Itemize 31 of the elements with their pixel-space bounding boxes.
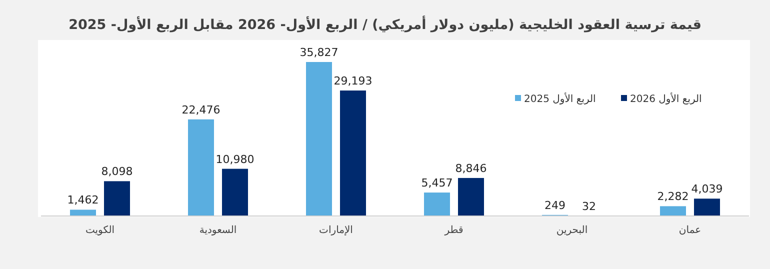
data-label: 4,039 xyxy=(691,182,723,196)
x-tick-label: السعودية xyxy=(199,225,237,236)
legend-label: الربع الأول 2025 xyxy=(524,92,596,105)
data-label: 10,980 xyxy=(216,152,254,166)
bar xyxy=(306,62,332,216)
data-label: 1,462 xyxy=(67,194,99,207)
bar xyxy=(222,168,248,216)
bar xyxy=(424,192,450,216)
x-tick-label: الإمارات xyxy=(319,225,353,236)
bar xyxy=(70,210,96,216)
data-label: 249 xyxy=(544,198,566,212)
chart-title: قيمة ترسية العقود الخليجية (مليون دولار أمريكي) / الربع الأول- 2026 مقابل الربع الأول- 2025 xyxy=(68,15,702,33)
data-label: 32 xyxy=(582,200,596,213)
x-tick-label: البحرين xyxy=(556,225,588,236)
data-label: 35,827 xyxy=(300,46,338,59)
legend-label: الربع الأول 2026 xyxy=(630,92,702,105)
data-label: 22,476 xyxy=(182,103,220,116)
data-label: 5,457 xyxy=(421,176,453,190)
x-tick-label: عمان xyxy=(678,225,702,236)
bar xyxy=(694,198,720,216)
data-label: 8,846 xyxy=(455,162,487,175)
bar xyxy=(340,90,366,216)
bar xyxy=(188,119,214,216)
data-label: 29,193 xyxy=(334,74,372,88)
data-label: 8,098 xyxy=(101,165,133,178)
bar xyxy=(458,178,484,216)
x-tick-label: الكويت xyxy=(85,225,115,236)
bar xyxy=(104,181,130,216)
bar xyxy=(660,206,686,216)
x-tick-label: قطر xyxy=(444,225,464,236)
data-label: 2,282 xyxy=(657,190,689,204)
